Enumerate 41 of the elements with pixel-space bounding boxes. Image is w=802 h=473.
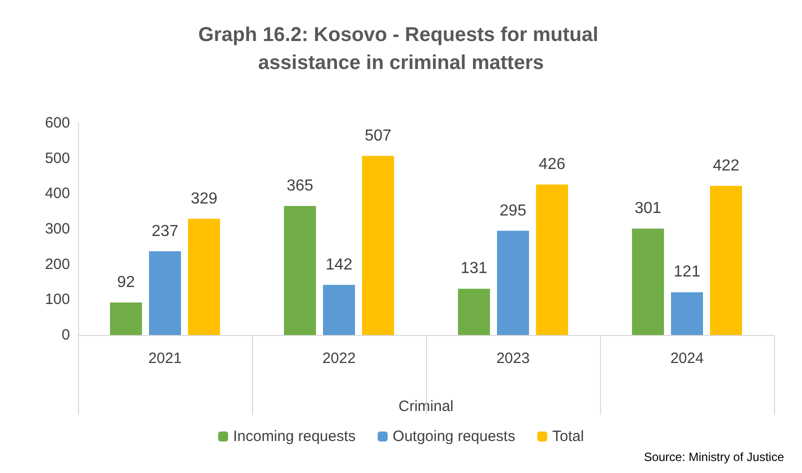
x-tick-label: 2022	[322, 350, 356, 367]
data-label: 507	[364, 127, 392, 144]
y-tick-label: 600	[44, 114, 70, 132]
bar	[188, 218, 220, 335]
y-tick-label: 500	[44, 150, 70, 167]
data-label: 237	[152, 222, 178, 240]
bar	[362, 156, 394, 335]
data-label: 365	[286, 178, 314, 195]
data-label: 422	[712, 157, 740, 174]
bar	[497, 230, 529, 335]
bar	[323, 284, 355, 335]
data-label: 295	[500, 202, 526, 220]
data-label: 426	[538, 156, 566, 173]
y-tick-label: 200	[44, 256, 70, 273]
data-label: 121	[674, 264, 700, 281]
data-label: 131	[460, 260, 488, 278]
source-note: Source: Ministry of Justice	[644, 450, 784, 464]
legend-label: Outgoing requests	[392, 428, 516, 445]
y-tick-label: 400	[44, 185, 70, 202]
data-label: 329	[190, 190, 218, 208]
legend-label: Total	[552, 428, 584, 445]
x-tick-label: 2023	[496, 350, 530, 367]
bar	[110, 302, 142, 335]
bar	[710, 186, 742, 335]
x-axis-title: Criminal	[398, 398, 454, 415]
bar	[149, 251, 181, 335]
bar	[458, 288, 490, 335]
legend-label: Incoming requests	[233, 428, 356, 445]
y-tick-label: 300	[44, 220, 70, 238]
bar	[284, 206, 316, 335]
x-tick-label: 2021	[148, 350, 182, 367]
y-tick-label: 0	[62, 326, 70, 344]
bar	[671, 292, 703, 335]
bar	[536, 184, 568, 335]
data-label: 92	[117, 274, 135, 291]
chart-title: Graph 16.2: Kosovo - Requests for mutual assistance in criminal matters	[198, 24, 604, 74]
bar	[632, 228, 664, 335]
y-tick-label: 100	[44, 291, 70, 308]
data-label: 142	[326, 256, 352, 274]
data-label: 301	[634, 200, 662, 218]
x-tick-label: 2024	[670, 350, 704, 367]
